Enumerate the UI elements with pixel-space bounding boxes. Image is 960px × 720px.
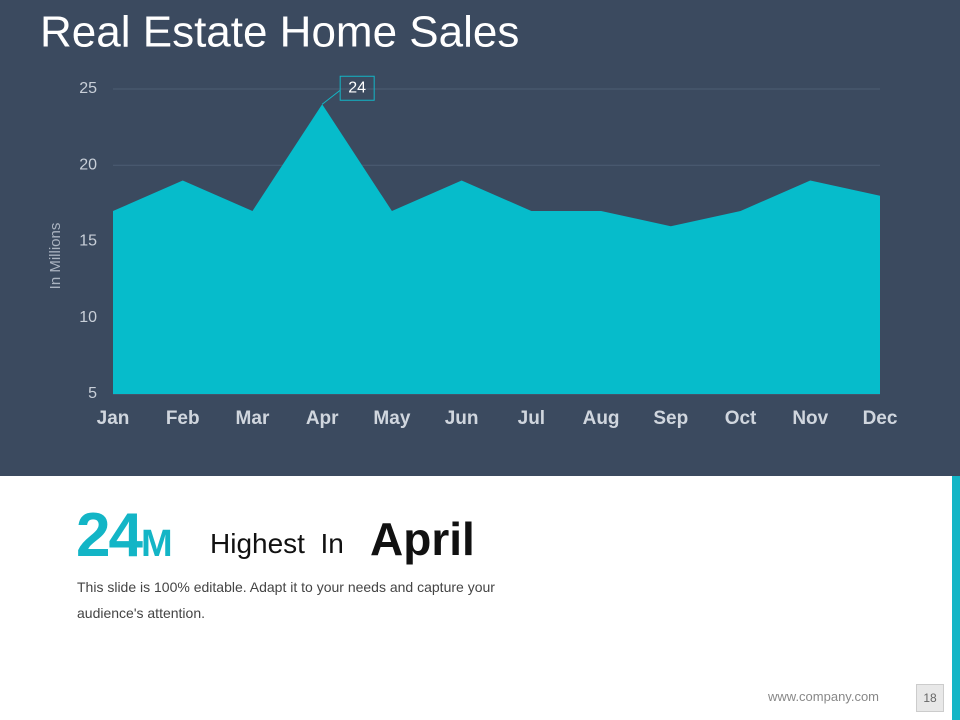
page-number: 18 (916, 684, 944, 712)
x-tick-label: Sep (653, 408, 688, 429)
highlight-text: Highest In (210, 528, 344, 559)
x-tick-label: Oct (725, 408, 757, 429)
y-tick-label: 15 (79, 233, 97, 250)
y-axis-label: In Millions (47, 223, 64, 290)
x-tick-label: Nov (792, 408, 828, 429)
accent-stripe (952, 476, 960, 720)
callout-leader (321, 89, 341, 105)
y-tick-label: 10 (79, 309, 97, 326)
data-label: 24 (348, 79, 366, 96)
x-tick-label: Mar (236, 408, 270, 429)
highlight-number: 24M (76, 500, 173, 571)
x-tick-label: Aug (583, 408, 620, 429)
y-tick-label: 20 (79, 156, 97, 173)
x-tick-label: Jun (445, 408, 479, 429)
x-tick-label: Feb (166, 408, 200, 429)
x-tick-label: Jul (518, 408, 545, 429)
y-tick-label: 25 (79, 80, 97, 97)
highlight-unit: M (140, 523, 173, 565)
x-tick-label: Apr (306, 408, 339, 429)
footer-url: www.company.com (768, 689, 880, 704)
highlight-month: April (370, 513, 475, 565)
chart-title: Real Estate Home Sales (40, 8, 519, 57)
x-tick-label: Jan (97, 408, 130, 429)
chart: Real Estate Home Sales In Millions 5 10 15… (40, 8, 898, 429)
highlight-value: 24 (76, 501, 143, 570)
callout-box (339, 75, 375, 101)
description: This slide is 100% editable. Adapt it to… (77, 579, 495, 621)
area (113, 104, 880, 394)
y-tick-label: 5 (88, 385, 97, 402)
x-tick-label: May (373, 408, 410, 429)
x-tick-label: Dec (863, 408, 898, 429)
